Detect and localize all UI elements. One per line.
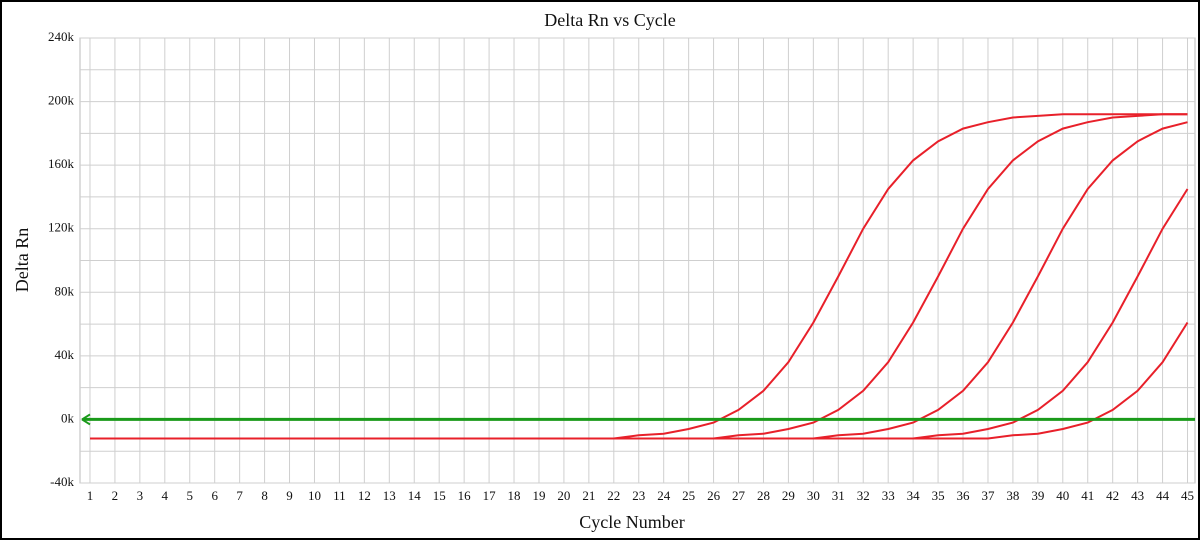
x-tick-label: 4 (162, 488, 169, 503)
x-tick-label: 24 (657, 488, 671, 503)
x-tick-label: 32 (857, 488, 870, 503)
x-tick-label: 7 (236, 488, 243, 503)
x-tick-label: 25 (682, 488, 695, 503)
x-tick-label: 22 (607, 488, 620, 503)
x-tick-label: 8 (261, 488, 268, 503)
y-tick-label: 120k (48, 220, 75, 235)
x-tick-label: 3 (137, 488, 144, 503)
y-tick-label: 80k (55, 283, 75, 298)
x-tick-label: 9 (286, 488, 293, 503)
x-tick-label: 6 (211, 488, 218, 503)
x-tick-label: 40 (1056, 488, 1069, 503)
x-tick-label: 23 (632, 488, 645, 503)
x-tick-label: 36 (957, 488, 971, 503)
x-tick-label: 28 (757, 488, 770, 503)
x-axis-label: Cycle Number (579, 512, 684, 532)
x-tick-label: 45 (1181, 488, 1194, 503)
x-tick-label: 33 (882, 488, 895, 503)
x-tick-label: 14 (408, 488, 422, 503)
chart-title: Delta Rn vs Cycle (544, 10, 675, 30)
x-tick-label: 37 (981, 488, 995, 503)
y-tick-label: -40k (50, 474, 74, 489)
y-axis-label: Delta Rn (12, 228, 32, 293)
x-tick-label: 44 (1156, 488, 1170, 503)
x-tick-label: 29 (782, 488, 795, 503)
x-tick-label: 21 (582, 488, 595, 503)
x-tick-label: 34 (907, 488, 921, 503)
x-tick-label: 11 (333, 488, 346, 503)
amplification-curve (90, 321, 1189, 440)
x-tick-label: 43 (1131, 488, 1144, 503)
x-tick-label: 20 (557, 488, 570, 503)
x-tick-label: 15 (433, 488, 446, 503)
x-tick-label: 39 (1031, 488, 1044, 503)
x-tick-label: 13 (383, 488, 396, 503)
x-tick-label: 1 (87, 488, 94, 503)
x-tick-label: 10 (308, 488, 321, 503)
x-tick-label: 38 (1006, 488, 1019, 503)
x-tick-label: 30 (807, 488, 820, 503)
threshold-arrow (81, 413, 91, 426)
x-tick-label: 16 (458, 488, 472, 503)
x-tick-label: 26 (707, 488, 721, 503)
x-tick-label: 27 (732, 488, 746, 503)
x-tick-label: 42 (1106, 488, 1119, 503)
x-tick-label: 18 (508, 488, 521, 503)
x-tick-label: 41 (1081, 488, 1094, 503)
x-tick-label: 17 (483, 488, 497, 503)
x-tick-label: 2 (112, 488, 119, 503)
x-tick-label: 5 (187, 488, 194, 503)
y-tick-label: 240k (48, 29, 75, 44)
y-tick-label: 200k (48, 93, 75, 108)
y-tick-label: 40k (55, 347, 75, 362)
x-tick-label: 12 (358, 488, 371, 503)
x-tick-label: 35 (932, 488, 945, 503)
y-tick-label: 0k (61, 410, 75, 425)
x-tick-label: 31 (832, 488, 845, 503)
y-tick-label: 160k (48, 156, 75, 171)
x-tick-label: 19 (532, 488, 545, 503)
